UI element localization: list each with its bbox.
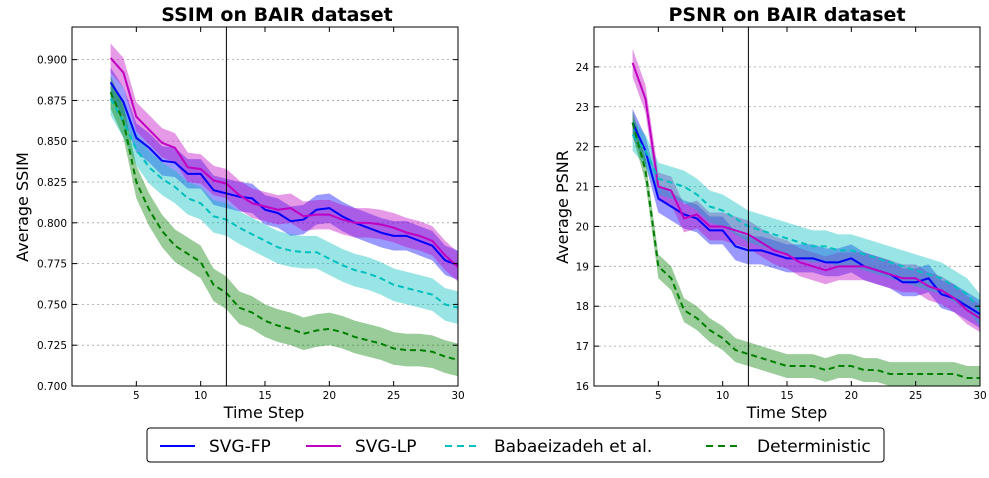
legend-item-babaeizadeh: Babaeizadeh et al. [445,437,652,457]
ssim-line-svg-fp [109,81,458,267]
ssim-line-babaeizadeh-et-al [109,98,458,309]
ssim-x-tick-label: 10 [194,390,207,402]
ssim-y-tick-label: 0.725 [37,340,67,352]
psnr-y-tick-label: 19 [576,261,589,273]
legend: SVG-FP SVG-LP Babaeizadeh et al. Determi… [146,427,885,463]
psnr-band-svg-fp [632,108,980,329]
ssim-x-tick-label: 25 [387,390,400,402]
psnr-x-tick-label: 5 [655,390,662,402]
legend-item-svg-lp: SVG-LP [306,437,416,457]
psnr-x-axis-label: Time Step [746,403,828,422]
ssim-y-tick-label: 0.900 [37,55,67,67]
ssim-y-tick-label: 0.850 [37,136,67,148]
legend-item-deterministic: Deterministic [706,437,871,457]
psnr-chart: PSNR on BAIR dataset Time Step Average P… [553,4,987,422]
legend-box [146,427,885,463]
ssim-chart: SSIM on BAIR dataset Time Step Average S… [13,4,465,422]
legend-label-babaeizadeh: Babaeizadeh et al. [494,437,652,457]
ssim-x-tick-label: 20 [323,390,336,402]
ssim-line-svg-lp [109,57,458,268]
psnr-plot-area [594,27,980,386]
psnr-chart-title: PSNR on BAIR dataset [668,4,905,26]
ssim-y-tick-label: 0.800 [37,218,67,230]
ssim-series-layer [109,43,458,377]
ssim-y-tick-label: 0.875 [37,95,67,107]
ssim-band-svg-lp [110,43,458,282]
psnr-x-tick-label: 20 [845,390,858,402]
psnr-x-tick-label: 10 [716,390,729,402]
psnr-y-tick-label: 17 [576,341,589,353]
ssim-band-svg-fp [110,67,458,280]
ssim-y-tick-label: 0.700 [37,381,67,393]
ssim-x-tick-label: 30 [451,390,464,402]
ssim-chart-title: SSIM on BAIR dataset [161,4,392,26]
ssim-y-tick-label: 0.750 [37,299,67,311]
legend-label-deterministic: Deterministic [757,437,871,457]
ssim-y-axis-label: Average SSIM [13,152,32,262]
psnr-y-tick-label: 21 [576,182,589,194]
psnr-y-axis-label: Average PSNR [553,150,572,264]
psnr-y-tick-label: 18 [576,301,589,313]
ssim-x-axis-label: Time Step [223,403,305,422]
ssim-y-tick-label: 0.775 [37,259,67,271]
psnr-y-tick-label: 24 [576,62,590,74]
ssim-band-deterministic [110,75,458,377]
psnr-line-svg-lp [631,62,980,320]
legend-label-svg-lp: SVG-LP [355,437,416,457]
psnr-x-tick-label: 25 [909,390,922,402]
psnr-y-tick-label: 23 [576,102,589,114]
ssim-x-tick-label: 5 [133,390,140,402]
psnr-y-tick-label: 22 [576,142,589,154]
psnr-x-tick-label: 30 [973,390,986,402]
legend-label-svg-fp: SVG-FP [209,437,271,457]
ssim-line-deterministic [109,91,458,361]
psnr-y-tick-label: 16 [576,381,590,393]
psnr-band-svg-lp [632,48,980,333]
psnr-line-babaeizadeh-et-al [631,134,980,311]
legend-item-svg-fp: SVG-FP [160,437,271,457]
psnr-y-tick-label: 20 [576,221,589,233]
ssim-y-tick-label: 0.825 [37,177,67,189]
ssim-x-tick-label: 15 [258,390,271,402]
psnr-series-layer [631,48,980,386]
ssim-band-babaeizadeh-et-al [110,82,458,324]
psnr-x-tick-label: 15 [780,390,793,402]
psnr-line-deterministic [631,122,980,380]
